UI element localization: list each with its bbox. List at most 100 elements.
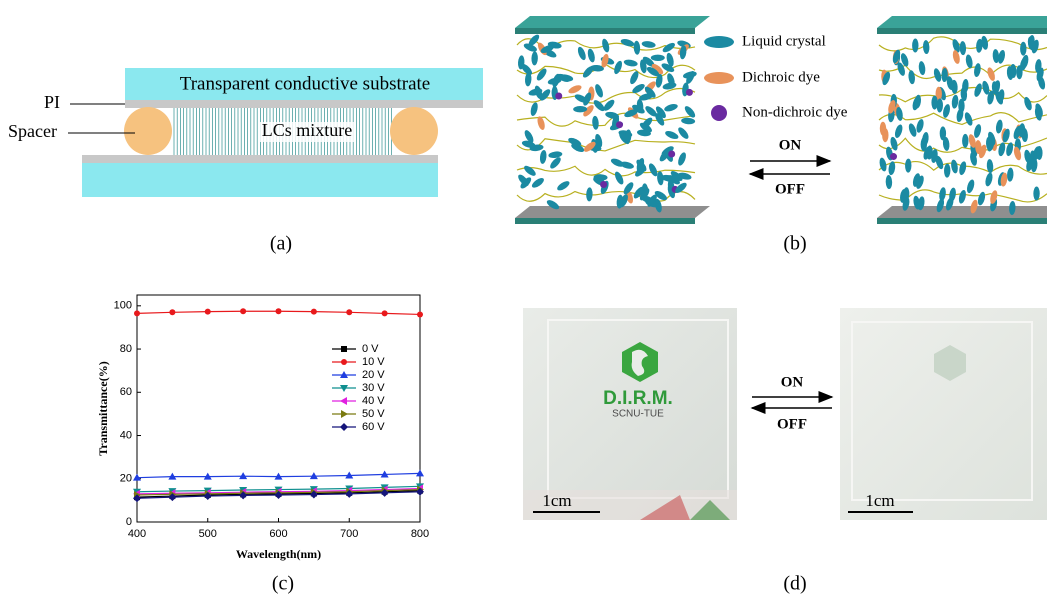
molecule <box>907 122 918 137</box>
molecule <box>539 150 547 165</box>
panel-a: Transparent conductive substrate LCs mix… <box>8 68 483 255</box>
molecule <box>905 159 912 173</box>
non-dichroic-dye <box>555 92 562 99</box>
logo-subtext: SCNU-TUE <box>612 409 664 420</box>
molecule <box>676 126 690 141</box>
molecule <box>1020 42 1026 56</box>
plate <box>877 206 1047 218</box>
molecule <box>951 94 959 109</box>
molecule <box>531 51 538 65</box>
legend-label: Dichroic dye <box>742 69 820 85</box>
x-tick-label: 400 <box>128 528 146 540</box>
legend-nondye-icon <box>711 105 727 121</box>
point-marker <box>382 310 388 316</box>
scale-label: 1cm <box>865 491 894 510</box>
molecule <box>918 61 926 76</box>
molecule <box>938 187 946 202</box>
off-label: OFF <box>777 416 807 432</box>
molecule <box>613 60 624 75</box>
bottom-pi <box>82 155 438 163</box>
legend-label: Non-dichroic dye <box>742 104 848 120</box>
molecule <box>952 49 961 64</box>
molecule <box>567 84 582 95</box>
molecule <box>912 38 918 52</box>
plate <box>515 16 710 28</box>
molecule <box>522 164 537 178</box>
molecule <box>641 40 656 48</box>
y-tick-label: 60 <box>120 386 132 398</box>
molecule <box>651 55 665 61</box>
molecule <box>950 159 959 174</box>
molecule <box>681 117 695 124</box>
x-tick-label: 700 <box>340 528 358 540</box>
non-dichroic-dye <box>600 181 607 188</box>
panel-label: (b) <box>783 233 806 255</box>
legend-label: 20 V <box>362 369 385 381</box>
molecule <box>576 46 587 61</box>
molecule <box>1007 167 1014 181</box>
on-label: ON <box>779 137 802 153</box>
x-tick-label: 800 <box>411 528 429 540</box>
legend-swatch-marker <box>341 346 347 352</box>
plate <box>877 16 1047 28</box>
off-label: OFF <box>775 181 805 197</box>
y-tick-label: 0 <box>126 516 132 528</box>
point-marker <box>169 309 175 315</box>
legend-label: 0 V <box>362 343 379 355</box>
spacer-label: Spacer <box>8 121 57 141</box>
pi-label: PI <box>44 92 60 112</box>
molecule <box>944 164 951 178</box>
point-marker <box>346 309 352 315</box>
molecule <box>915 118 925 133</box>
point-marker <box>134 310 140 316</box>
y-tick-label: 40 <box>120 429 132 441</box>
molecule <box>885 175 892 189</box>
molecule <box>613 170 625 185</box>
molecule <box>908 70 916 85</box>
lc-cell-off <box>515 16 710 224</box>
x-tick-label: 500 <box>199 528 217 540</box>
molecule <box>594 83 605 98</box>
molecule <box>973 82 983 97</box>
molecule <box>677 151 688 166</box>
molecule <box>959 41 966 55</box>
non-dichroic-dye <box>890 153 897 160</box>
on-label: ON <box>781 374 804 390</box>
molecule <box>633 41 640 55</box>
molecule <box>962 134 968 148</box>
substrate-label: Transparent conductive substrate <box>180 73 430 94</box>
legend-swatch-marker <box>340 397 347 405</box>
lc-cell-on <box>877 16 1047 224</box>
polymer-network <box>517 192 695 202</box>
non-dichroic-dye <box>668 150 675 157</box>
plate-edge <box>877 218 1047 224</box>
plate <box>515 206 710 218</box>
polymer-network <box>517 166 695 176</box>
figure: Transparent conductive substrate LCs mix… <box>0 0 1047 599</box>
molecule <box>958 161 967 176</box>
legend-lc-icon <box>704 36 734 48</box>
molecule <box>923 40 930 54</box>
molecule <box>1013 146 1023 161</box>
top-pi <box>125 100 483 108</box>
legend-dye-icon <box>704 72 734 84</box>
point-marker <box>311 309 317 315</box>
molecule <box>958 189 968 204</box>
molecule <box>977 191 987 206</box>
spacer-right <box>390 107 438 155</box>
bottom-substrate <box>82 163 438 197</box>
plate-edge <box>877 28 1047 34</box>
photo-on <box>840 308 1047 520</box>
scale-label: 1cm <box>542 491 571 510</box>
molecule <box>592 116 599 130</box>
legend-swatch-marker <box>341 359 347 365</box>
molecule <box>966 179 976 194</box>
y-tick-label: 80 <box>120 343 132 355</box>
panel-d: D.I.R.M. SCNU-TUE 1cm 1cm ON OFF (d) <box>523 308 1047 595</box>
molecule <box>548 151 563 159</box>
molecule <box>530 176 545 189</box>
molecule <box>984 172 994 187</box>
panel-c-chart: (c) 400500600700800020406080100Wavelengt… <box>96 295 429 595</box>
y-tick-label: 20 <box>120 473 132 485</box>
molecule <box>965 54 974 69</box>
